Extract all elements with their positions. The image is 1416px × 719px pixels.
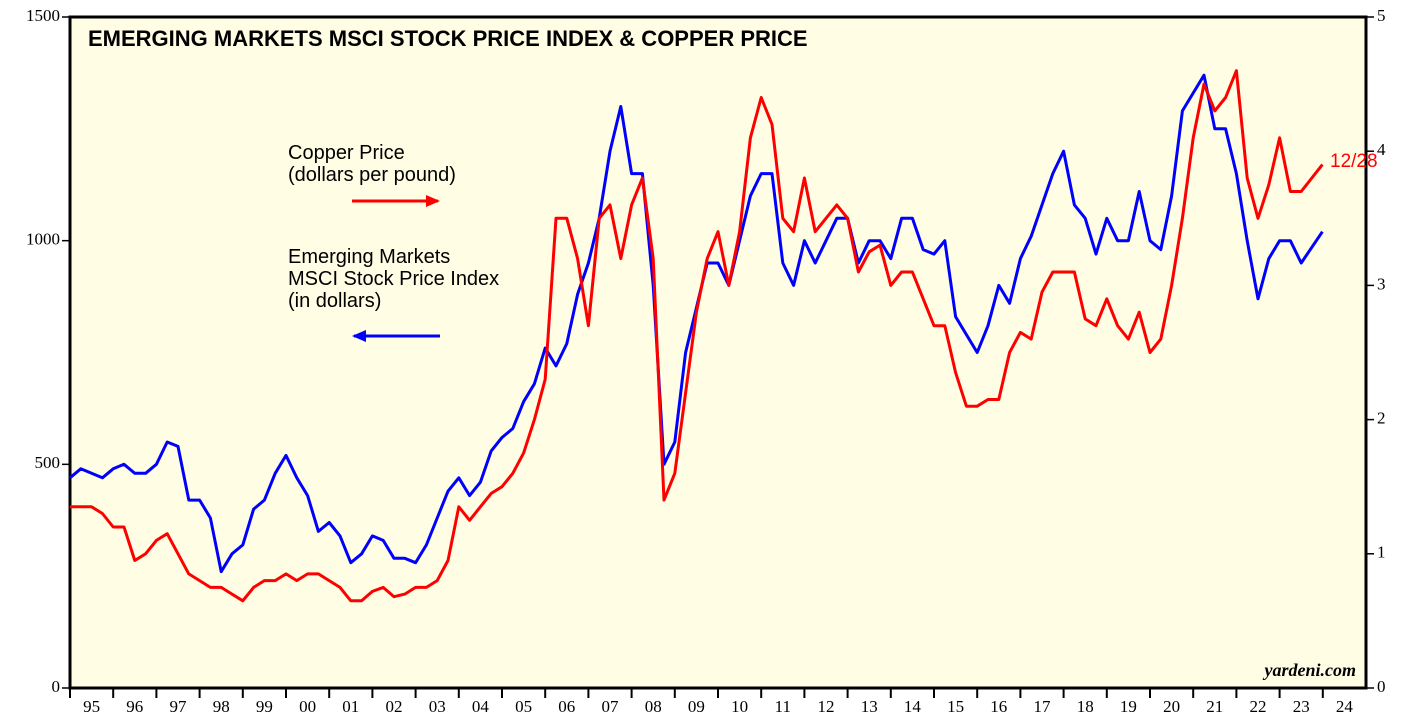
legend-label: Emerging Markets MSCI Stock Price Index (288, 246, 500, 290)
x-tick-label: 16 (990, 697, 1007, 716)
x-tick-label: 05 (515, 697, 532, 716)
chart-title: EMERGING MARKETS MSCI STOCK PRICE INDEX … (88, 26, 808, 51)
x-tick-label: 07 (602, 697, 620, 716)
x-tick-label: 04 (472, 697, 490, 716)
x-tick-label: 02 (386, 697, 403, 716)
arrowhead (426, 195, 440, 207)
y2-tick-label: 4 (1377, 140, 1386, 159)
x-tick-label: 01 (342, 697, 359, 716)
x-tick-label: 15 (947, 697, 964, 716)
x-tick-label: 23 (1293, 697, 1310, 716)
y-tick-label: 0 (52, 677, 61, 696)
series-line (69, 73, 1324, 574)
x-tick-label: 96 (126, 697, 143, 716)
x-tick-label: 97 (170, 697, 188, 716)
x-tick-label: 10 (731, 697, 748, 716)
x-tick-label: 08 (645, 697, 662, 716)
series-line (70, 69, 1324, 603)
x-tick-label: 17 (1034, 697, 1052, 716)
legend-label: Copper Price (288, 142, 405, 164)
x-tick-label: 22 (1250, 697, 1267, 716)
unit-label: (in dollars) (288, 290, 382, 312)
arrowhead (352, 330, 366, 342)
x-tick-label: 06 (558, 697, 575, 716)
x-tick-label: 21 (1206, 697, 1223, 716)
x-tick-label: 12 (818, 697, 835, 716)
x-tick-label: 20 (1163, 697, 1180, 716)
x-tick-label: 03 (429, 697, 446, 716)
x-tick-label: 14 (904, 697, 922, 716)
unit-label: (dollars per pound) (288, 164, 456, 186)
y-tick-label: 500 (35, 453, 61, 472)
y2-tick-label: 1 (1377, 543, 1386, 562)
x-tick-label: 19 (1120, 697, 1137, 716)
x-tick-label: 95 (83, 697, 100, 716)
x-tick-label: 00 (299, 697, 316, 716)
x-tick-label: 18 (1077, 697, 1094, 716)
x-tick-label: 24 (1336, 697, 1354, 716)
x-tick-label: 98 (213, 697, 230, 716)
y2-tick-label: 2 (1377, 409, 1386, 428)
x-tick-label: 99 (256, 697, 273, 716)
x-tick-label: 09 (688, 697, 705, 716)
x-tick-label: 11 (775, 697, 791, 716)
last-date: 12/28 (1330, 151, 1378, 172)
y2-tick-label: 0 (1377, 677, 1386, 696)
y2-tick-label: 3 (1377, 274, 1386, 293)
y2-tick-label: 5 (1377, 6, 1386, 25)
y-tick-label: 1000 (26, 230, 60, 249)
y-tick-label: 1500 (26, 6, 60, 25)
source: yardeni.com (1263, 660, 1357, 680)
x-tick-label: 13 (861, 697, 878, 716)
plot-area (68, 15, 1368, 690)
